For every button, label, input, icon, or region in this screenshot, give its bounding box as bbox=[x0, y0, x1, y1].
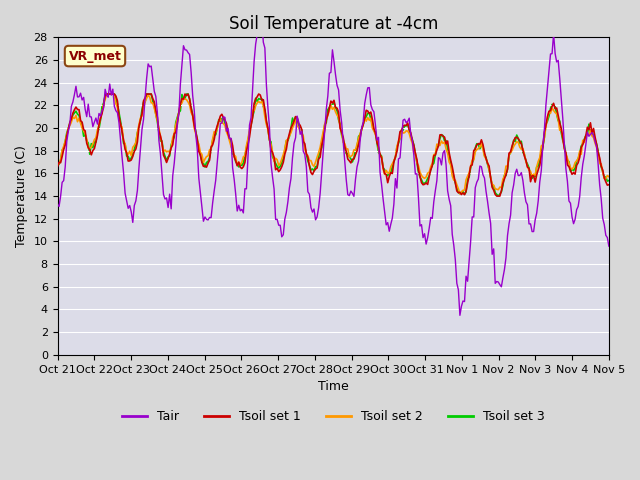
Text: VR_met: VR_met bbox=[68, 49, 122, 62]
Legend: Tair, Tsoil set 1, Tsoil set 2, Tsoil set 3: Tair, Tsoil set 1, Tsoil set 2, Tsoil se… bbox=[117, 405, 549, 428]
Title: Soil Temperature at -4cm: Soil Temperature at -4cm bbox=[228, 15, 438, 33]
Y-axis label: Temperature (C): Temperature (C) bbox=[15, 145, 28, 247]
X-axis label: Time: Time bbox=[318, 380, 349, 393]
